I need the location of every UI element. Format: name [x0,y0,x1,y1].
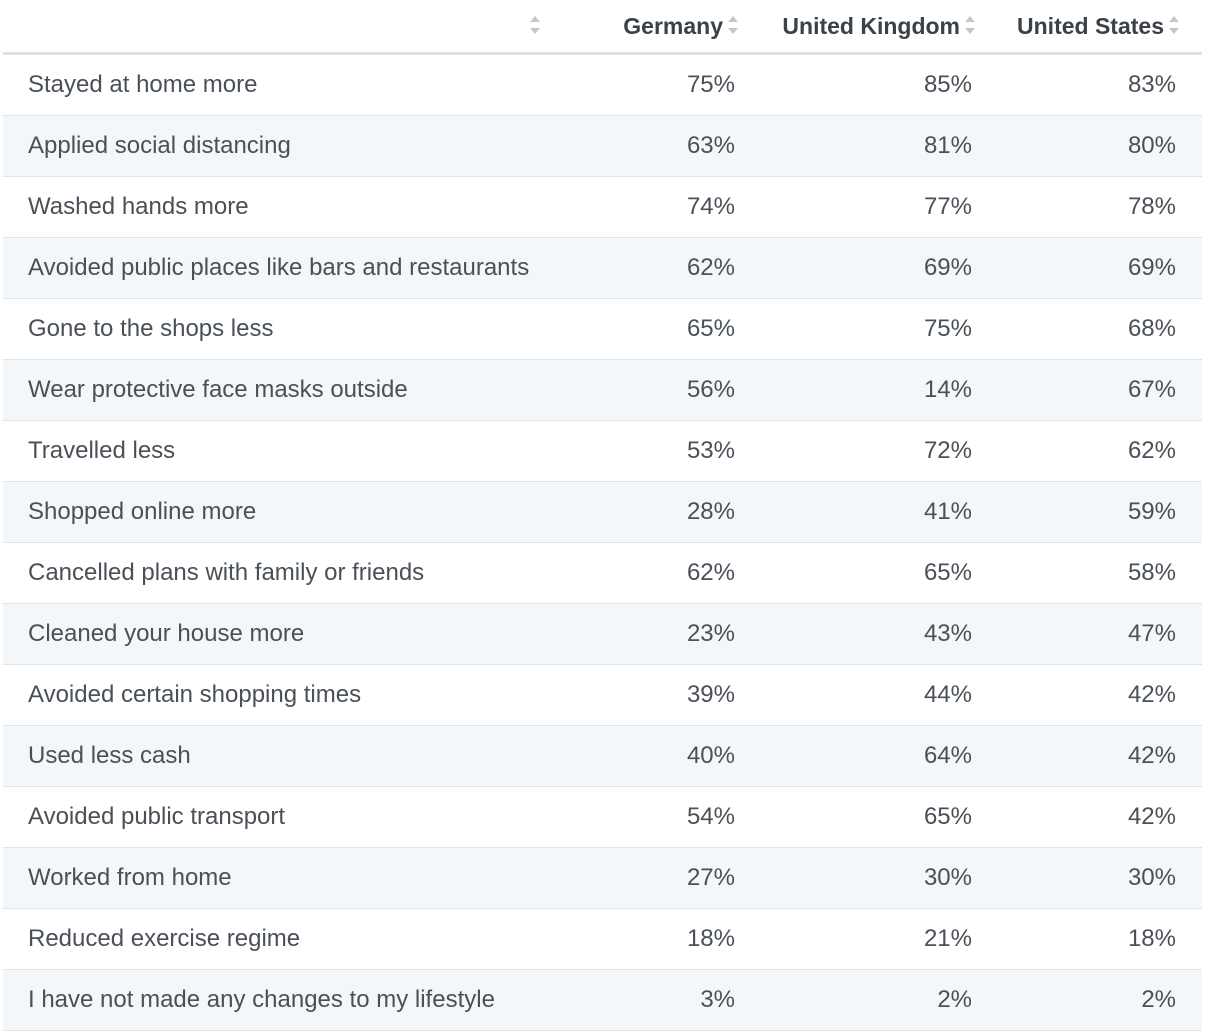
cell-united-kingdom: 64% [761,725,998,787]
sort-up-down-icon[interactable] [964,14,976,36]
row-label: Used less cash [3,725,563,787]
table-header: Germany United Kingdom United States [3,0,1202,55]
cell-germany: 3% [563,969,761,1031]
row-label: Avoided certain shopping times [3,664,563,726]
header-row: Germany United Kingdom United States [3,0,1202,55]
cell-united-states: 42% [998,664,1202,726]
cell-germany: 62% [563,237,761,299]
cell-germany: 23% [563,603,761,665]
row-label: Cancelled plans with family or friends [3,542,563,604]
row-label: Cleaned your house more [3,603,563,665]
table-body: Stayed at home more 75% 85% 83% Applied soci… [3,53,1202,1031]
row-label: Applied social distancing [3,115,563,177]
table-row: Avoided public places like bars and rest… [3,237,1202,299]
cell-united-kingdom: 81% [761,115,998,177]
cell-united-kingdom: 30% [761,847,998,909]
table-row: Cancelled plans with family or friends 62… [3,542,1202,604]
column-header-label[interactable] [3,0,563,55]
table-row: Reduced exercise regime 18% 21% 18% [3,908,1202,970]
cell-united-states: 30% [998,847,1202,909]
cell-germany: 28% [563,481,761,543]
row-label: Gone to the shops less [3,298,563,360]
cell-germany: 54% [563,786,761,848]
cell-united-kingdom: 43% [761,603,998,665]
cell-united-states: 62% [998,420,1202,482]
sort-up-down-icon[interactable] [727,14,739,36]
column-header-united-states[interactable]: United States [998,0,1202,55]
row-label: Reduced exercise regime [3,908,563,970]
column-header-germany[interactable]: Germany [563,0,761,55]
cell-germany: 53% [563,420,761,482]
cell-united-states: 2% [998,969,1202,1031]
cell-united-states: 42% [998,725,1202,787]
row-label: Travelled less [3,420,563,482]
cell-united-states: 42% [998,786,1202,848]
cell-united-kingdom: 44% [761,664,998,726]
table-row: Used less cash 40% 64% 42% [3,725,1202,787]
cell-united-kingdom: 65% [761,542,998,604]
cell-germany: 74% [563,176,761,238]
cell-germany: 75% [563,53,761,116]
table-row: Worked from home 27% 30% 30% [3,847,1202,909]
cell-germany: 39% [563,664,761,726]
column-header-germany-text: Germany [623,12,723,39]
survey-table: Germany United Kingdom United States Sta… [3,0,1202,1031]
table-row: Washed hands more 74% 77% 78% [3,176,1202,238]
cell-united-states: 80% [998,115,1202,177]
cell-germany: 63% [563,115,761,177]
row-label: Stayed at home more [3,53,563,116]
row-label: Avoided public places like bars and rest… [3,237,563,299]
cell-united-states: 58% [998,542,1202,604]
cell-united-states: 59% [998,481,1202,543]
row-label: Shopped online more [3,481,563,543]
data-table-container: Germany United Kingdom United States Sta… [3,0,1202,1031]
cell-united-kingdom: 21% [761,908,998,970]
row-label: Washed hands more [3,176,563,238]
cell-united-kingdom: 75% [761,298,998,360]
column-header-united-kingdom[interactable]: United Kingdom [761,0,998,55]
cell-united-kingdom: 77% [761,176,998,238]
cell-united-states: 83% [998,53,1202,116]
cell-united-kingdom: 41% [761,481,998,543]
cell-united-states: 68% [998,298,1202,360]
table-row: Stayed at home more 75% 85% 83% [3,53,1202,116]
sort-up-down-icon[interactable] [529,14,541,36]
table-row: Cleaned your house more 23% 43% 47% [3,603,1202,665]
row-label: Worked from home [3,847,563,909]
cell-united-states: 47% [998,603,1202,665]
table-row: Avoided certain shopping times 39% 44% 42% [3,664,1202,726]
cell-germany: 27% [563,847,761,909]
table-row: Applied social distancing 63% 81% 80% [3,115,1202,177]
cell-united-kingdom: 14% [761,359,998,421]
cell-united-kingdom: 85% [761,53,998,116]
sort-up-down-icon[interactable] [1168,14,1180,36]
cell-germany: 18% [563,908,761,970]
cell-germany: 40% [563,725,761,787]
table-row: Gone to the shops less 65% 75% 68% [3,298,1202,360]
cell-united-kingdom: 2% [761,969,998,1031]
cell-united-states: 18% [998,908,1202,970]
table-row: I have not made any changes to my lifest… [3,969,1202,1031]
cell-united-kingdom: 65% [761,786,998,848]
cell-germany: 56% [563,359,761,421]
cell-germany: 62% [563,542,761,604]
table-row: Shopped online more 28% 41% 59% [3,481,1202,543]
row-label: Avoided public transport [3,786,563,848]
column-header-united-states-text: United States [1017,12,1164,39]
row-label: Wear protective face masks outside [3,359,563,421]
cell-united-kingdom: 72% [761,420,998,482]
cell-united-kingdom: 69% [761,237,998,299]
table-row: Wear protective face masks outside 56% 14%… [3,359,1202,421]
cell-germany: 65% [563,298,761,360]
table-row: Travelled less 53% 72% 62% [3,420,1202,482]
row-label: I have not made any changes to my lifest… [3,969,563,1031]
cell-united-states: 78% [998,176,1202,238]
cell-united-states: 69% [998,237,1202,299]
column-header-united-kingdom-text: United Kingdom [782,12,960,39]
cell-united-states: 67% [998,359,1202,421]
table-row: Avoided public transport 54% 65% 42% [3,786,1202,848]
